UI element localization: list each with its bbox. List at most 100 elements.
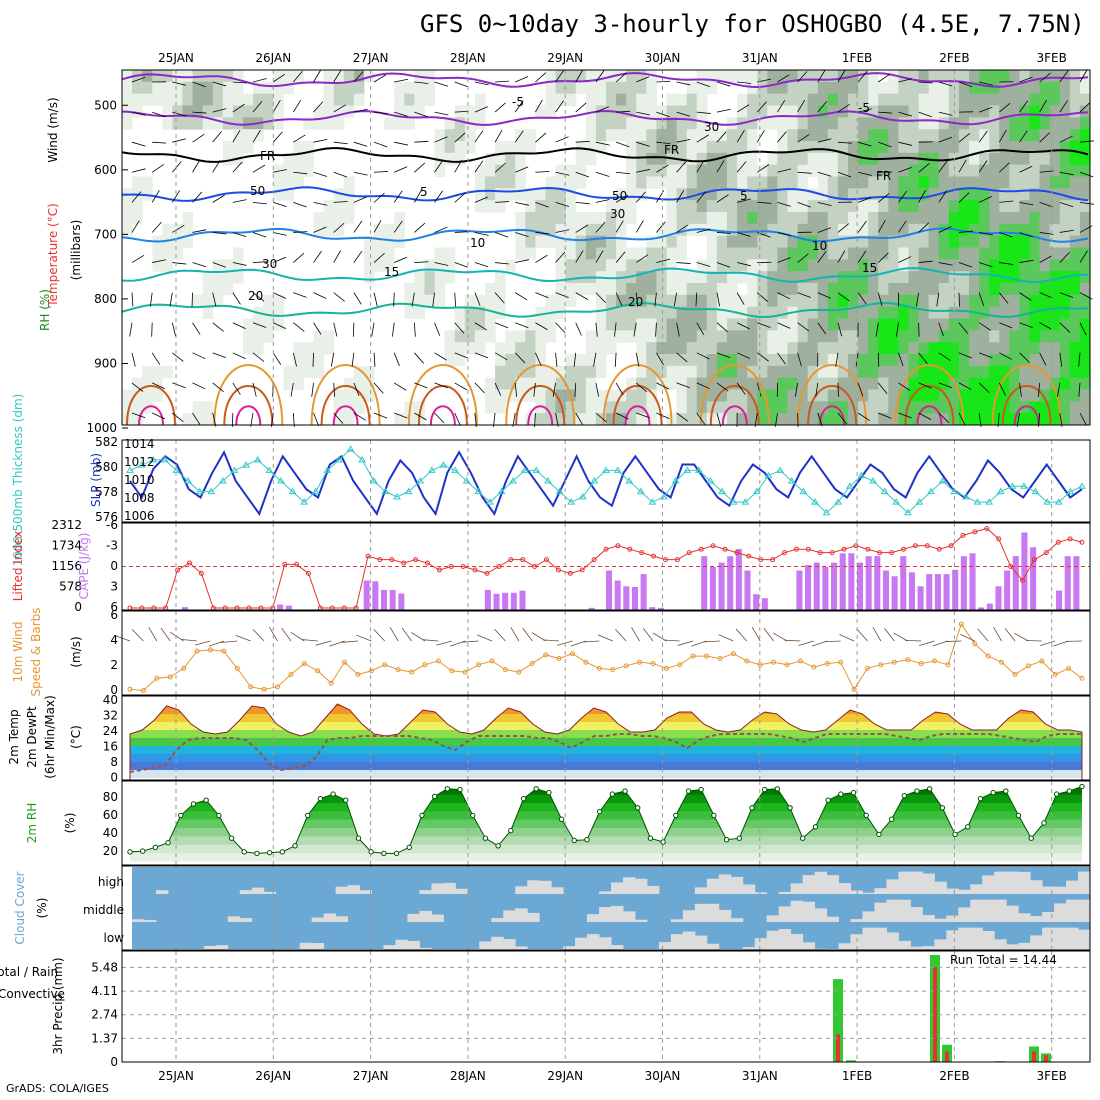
wind-barb <box>777 257 791 263</box>
rh-shade-cell <box>716 70 728 83</box>
rh-shade-cell <box>565 354 577 367</box>
rh-shade-cell <box>444 354 456 367</box>
rh-marker <box>533 786 539 792</box>
wind-barb <box>616 110 631 113</box>
rh-shade-cell <box>273 117 284 130</box>
wind-barb <box>494 322 509 329</box>
wind-barb <box>999 232 1013 238</box>
rh-shade-cell <box>908 105 920 118</box>
rh-shade-cell <box>868 164 879 177</box>
surface-temp-contour <box>429 405 456 426</box>
rh-shade-cell <box>646 93 657 106</box>
wind-barb <box>916 292 920 307</box>
rh-shade-cell <box>848 223 859 237</box>
rh-shade-cell <box>928 330 940 343</box>
thickness-marker <box>683 466 692 473</box>
rh-shade-cell <box>969 188 980 201</box>
wind-barb <box>474 81 489 86</box>
wind-barb <box>434 136 448 143</box>
wind-barb <box>777 352 786 365</box>
cloud-block <box>910 946 923 950</box>
rh-shade-cell <box>1039 247 1051 260</box>
rh-shade-cell <box>747 200 758 213</box>
wind-barb <box>434 352 447 361</box>
rh-shade-cell <box>858 117 869 130</box>
thickness-marker <box>300 498 309 505</box>
rh-shade-cell <box>666 164 678 177</box>
wind-barb <box>1079 171 1094 178</box>
thickness-marker <box>671 477 680 484</box>
wind-barb <box>434 226 448 233</box>
rh-shade-cell <box>1029 342 1041 355</box>
rh-shade-cell <box>313 365 325 379</box>
rh-shade-cell <box>686 306 698 319</box>
wind-barb <box>434 412 445 424</box>
rh-shade-cell <box>858 354 869 367</box>
rh-shade-cell <box>827 223 839 237</box>
rh-shade-cell <box>333 200 345 213</box>
cloud-block <box>802 875 816 894</box>
rh-shade-cell <box>585 81 597 95</box>
cloud-block <box>311 943 325 950</box>
rh-shade-cell <box>797 318 809 331</box>
temp-units: (°C) <box>69 725 83 749</box>
rh-shade-cell <box>989 294 1000 308</box>
cloud-block <box>527 880 540 894</box>
rh-shade-cell <box>595 81 607 95</box>
rh-contour-label: 50 <box>250 184 265 198</box>
wind-barb <box>636 254 649 263</box>
rh-shade-cell <box>585 70 597 83</box>
cape-bar <box>874 556 881 610</box>
cloud-block <box>862 911 875 922</box>
rh-shade-cell <box>827 93 839 106</box>
rh-shade-cell <box>575 152 587 166</box>
wind-barb <box>857 292 867 305</box>
wind-barb <box>777 131 787 143</box>
rh-shade-cell <box>696 188 708 201</box>
wind-barb <box>1059 70 1069 83</box>
rh-shade-cell <box>485 330 496 343</box>
wind-barb <box>716 412 722 427</box>
panel-frame-slp <box>121 439 1091 523</box>
date-label-top: 31JAN <box>742 51 778 65</box>
rh-shade-cell <box>474 117 486 130</box>
rh-marker <box>1066 788 1073 794</box>
rh-shade-cell <box>868 235 879 248</box>
cloud-block <box>1006 905 1019 922</box>
rh-shade-cell <box>868 188 879 201</box>
rh-shade-cell <box>626 129 637 142</box>
rh-shade-cell <box>162 93 173 106</box>
rh-shade-cell <box>1019 235 1030 248</box>
rh-shade-cell <box>858 330 869 343</box>
rh-shade-cell <box>525 141 536 154</box>
rh-shade-cell <box>686 117 698 130</box>
rh-shade-cell <box>858 129 869 142</box>
rh-shade-cell <box>979 401 990 414</box>
rh-shade-cell <box>716 389 728 402</box>
wind-speed-marker <box>543 652 549 658</box>
cloud-block <box>359 890 372 894</box>
rh-shade-cell <box>606 283 617 296</box>
rh-shade-cell <box>636 330 647 343</box>
wind-speed-marker <box>181 665 187 671</box>
wind-barb <box>575 250 584 263</box>
rh-shade-cell <box>807 152 819 166</box>
rh-shade-cell <box>737 247 748 260</box>
lifted-index-marker <box>198 570 204 576</box>
wind-barb <box>958 192 970 203</box>
rh-shade-cell <box>938 235 950 248</box>
rh-shade-cell <box>787 117 799 130</box>
rh-shade-cell <box>666 330 678 343</box>
rh-shade-cell <box>737 129 748 142</box>
rh-shade-cell <box>888 235 899 248</box>
wind-barb <box>1039 352 1047 366</box>
rh-shade-cell <box>797 164 809 177</box>
rh-shade-cell <box>999 141 1010 154</box>
cloud-block <box>706 903 720 922</box>
rh-shade-cell <box>464 306 476 319</box>
wind-barb <box>212 262 227 268</box>
rh-shade-cell <box>626 93 637 106</box>
wind-barb <box>515 76 529 83</box>
rh-shade-cell <box>1039 152 1051 166</box>
